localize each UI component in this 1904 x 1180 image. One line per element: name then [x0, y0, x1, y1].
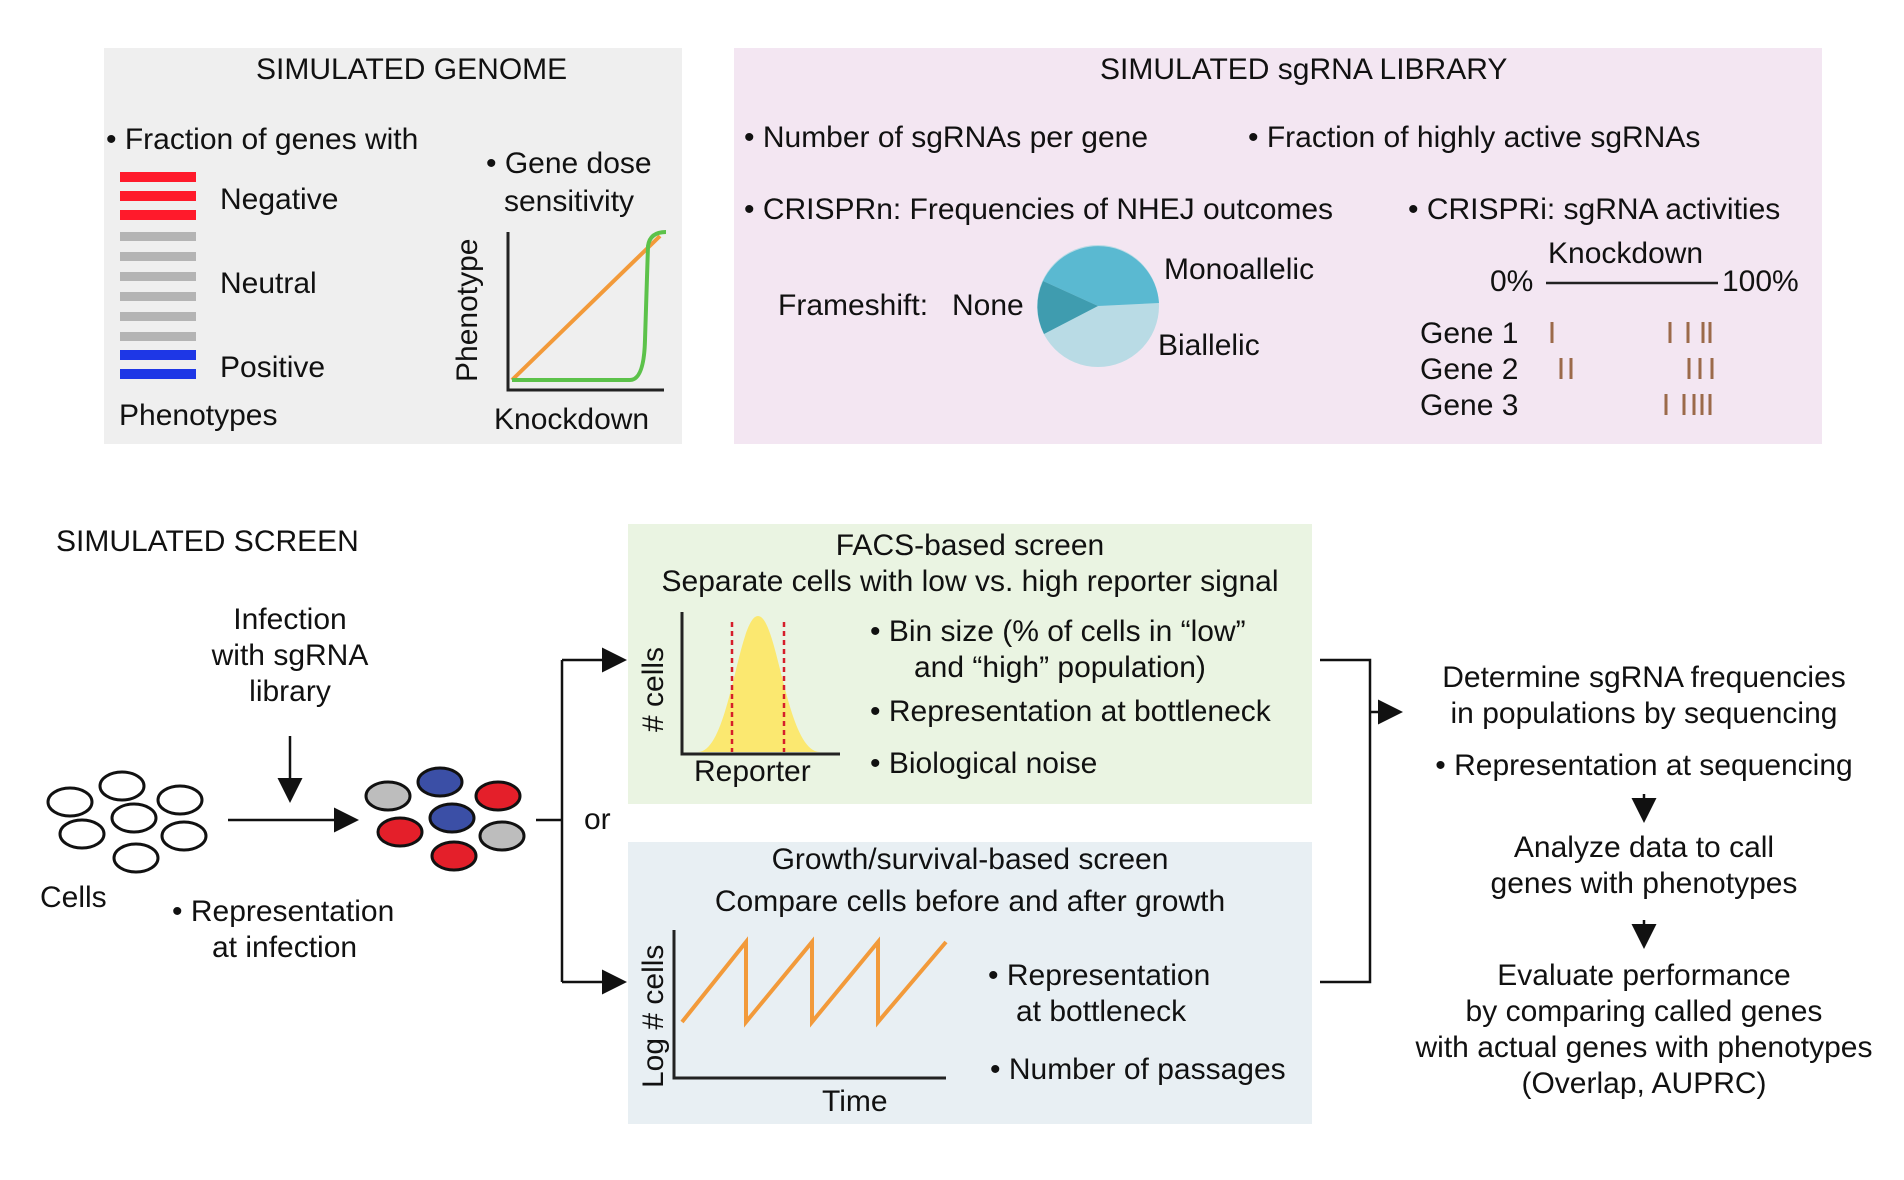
merge-bracket — [1320, 658, 1372, 984]
analyze-line1: Analyze data to call — [1513, 831, 1775, 864]
frameshift-monoallelic-label: Monoallelic — [1164, 253, 1315, 286]
sgrna-activity-marks — [1550, 322, 1714, 415]
neutral-gene-bars — [120, 232, 196, 341]
facs-bin-size-line2: and “high” population) — [914, 651, 1206, 684]
genome-positive-label: Positive — [220, 351, 326, 384]
genome-neutral-label: Neutral — [220, 267, 317, 300]
facs-noise: • Biological noise — [870, 747, 1098, 780]
determine-line2: in populations by sequencing — [1450, 697, 1838, 730]
growth-rep-line2: at bottleneck — [1016, 995, 1187, 1028]
rep-sequencing: • Representation at sequencing — [1435, 749, 1853, 782]
infection-line3: library — [249, 675, 331, 708]
growth-passages: • Number of passages — [990, 1053, 1286, 1086]
screen-title: SIMULATED SCREEN — [56, 525, 359, 558]
growth-subtitle: Compare cells before and after growth — [714, 885, 1226, 918]
facs-x-axis: Reporter — [694, 755, 811, 788]
dose-line-threshold — [512, 230, 667, 382]
determine-line1: Determine sgRNA frequencies — [1442, 661, 1846, 694]
facs-title: FACS-based screen — [835, 529, 1105, 562]
rep-infection-line1: • Representation — [172, 895, 395, 928]
growth-rep-line1: • Representation — [988, 959, 1211, 992]
genome-title: SIMULATED GENOME — [256, 53, 568, 86]
facs-subtitle: Separate cells with low vs. high reporte… — [661, 565, 1279, 598]
frameshift-none-label: None — [952, 289, 1024, 322]
genome-phenotypes-label: Phenotypes — [119, 399, 278, 432]
positive-gene-bars — [120, 350, 196, 379]
genome-dose-line2: sensitivity — [504, 185, 635, 218]
or-label: or — [584, 803, 611, 836]
evaluate-line1: Evaluate performance — [1497, 959, 1791, 992]
crispri-0-percent: 0% — [1490, 265, 1534, 298]
gene-1-label: Gene 1 — [1420, 317, 1519, 350]
facs-bin-size-line1: • Bin size (% of cells in “low” — [870, 615, 1246, 648]
reporter-distribution — [698, 616, 820, 752]
infected-cells — [364, 766, 526, 872]
growth-axes — [672, 930, 946, 1080]
cells-label: Cells — [40, 881, 107, 914]
gene-3-label: Gene 3 — [1420, 389, 1519, 422]
rep-infection-line2: at infection — [212, 931, 358, 964]
infection-line2: with sgRNA — [211, 639, 369, 672]
gene-2-label: Gene 2 — [1420, 353, 1519, 386]
facs-axes — [680, 612, 840, 756]
analyze-line2: genes with phenotypes — [1490, 867, 1798, 900]
crispri-knockdown-label: Knockdown — [1548, 237, 1704, 270]
library-crispri: • CRISPRi: sgRNA activities — [1408, 193, 1781, 226]
growth-x-axis: Time — [822, 1085, 888, 1118]
dose-line-linear — [510, 234, 662, 382]
frameshift-label: Frameshift: — [778, 289, 929, 322]
growth-title: Growth/survival-based screen — [771, 843, 1169, 876]
crispri-100-percent: 100% — [1722, 265, 1799, 298]
library-sgrnas-per-gene: • Number of sgRNAs per gene — [744, 121, 1149, 154]
library-title: SIMULATED sgRNA LIBRARY — [1100, 53, 1508, 86]
uninfected-cells — [46, 770, 208, 874]
passage-sawtooth — [680, 936, 948, 1028]
library-panel — [734, 48, 1822, 444]
evaluate-line3: with actual genes with phenotypes — [1415, 1031, 1873, 1064]
genome-fraction-bullet: • Fraction of genes with — [106, 123, 419, 156]
frameshift-biallelic-label: Biallelic — [1158, 329, 1260, 362]
library-crisprn: • CRISPRn: Frequencies of NHEJ outcomes — [744, 193, 1334, 226]
library-highly-active: • Fraction of highly active sgRNAs — [1248, 121, 1701, 154]
genome-negative-label: Negative — [220, 183, 339, 216]
nhej-outcome-pie — [1037, 245, 1159, 367]
evaluate-line4: (Overlap, AUPRC) — [1521, 1067, 1767, 1100]
infection-line1: Infection — [233, 603, 347, 636]
genome-knockdown-axis: Knockdown — [494, 403, 650, 436]
evaluate-line2: by comparing called genes — [1465, 995, 1823, 1028]
negative-gene-bars — [120, 172, 196, 220]
facs-bottleneck: • Representation at bottleneck — [870, 695, 1271, 728]
genome-dose-line1: • Gene dose — [486, 147, 652, 180]
dose-axes — [506, 232, 664, 392]
